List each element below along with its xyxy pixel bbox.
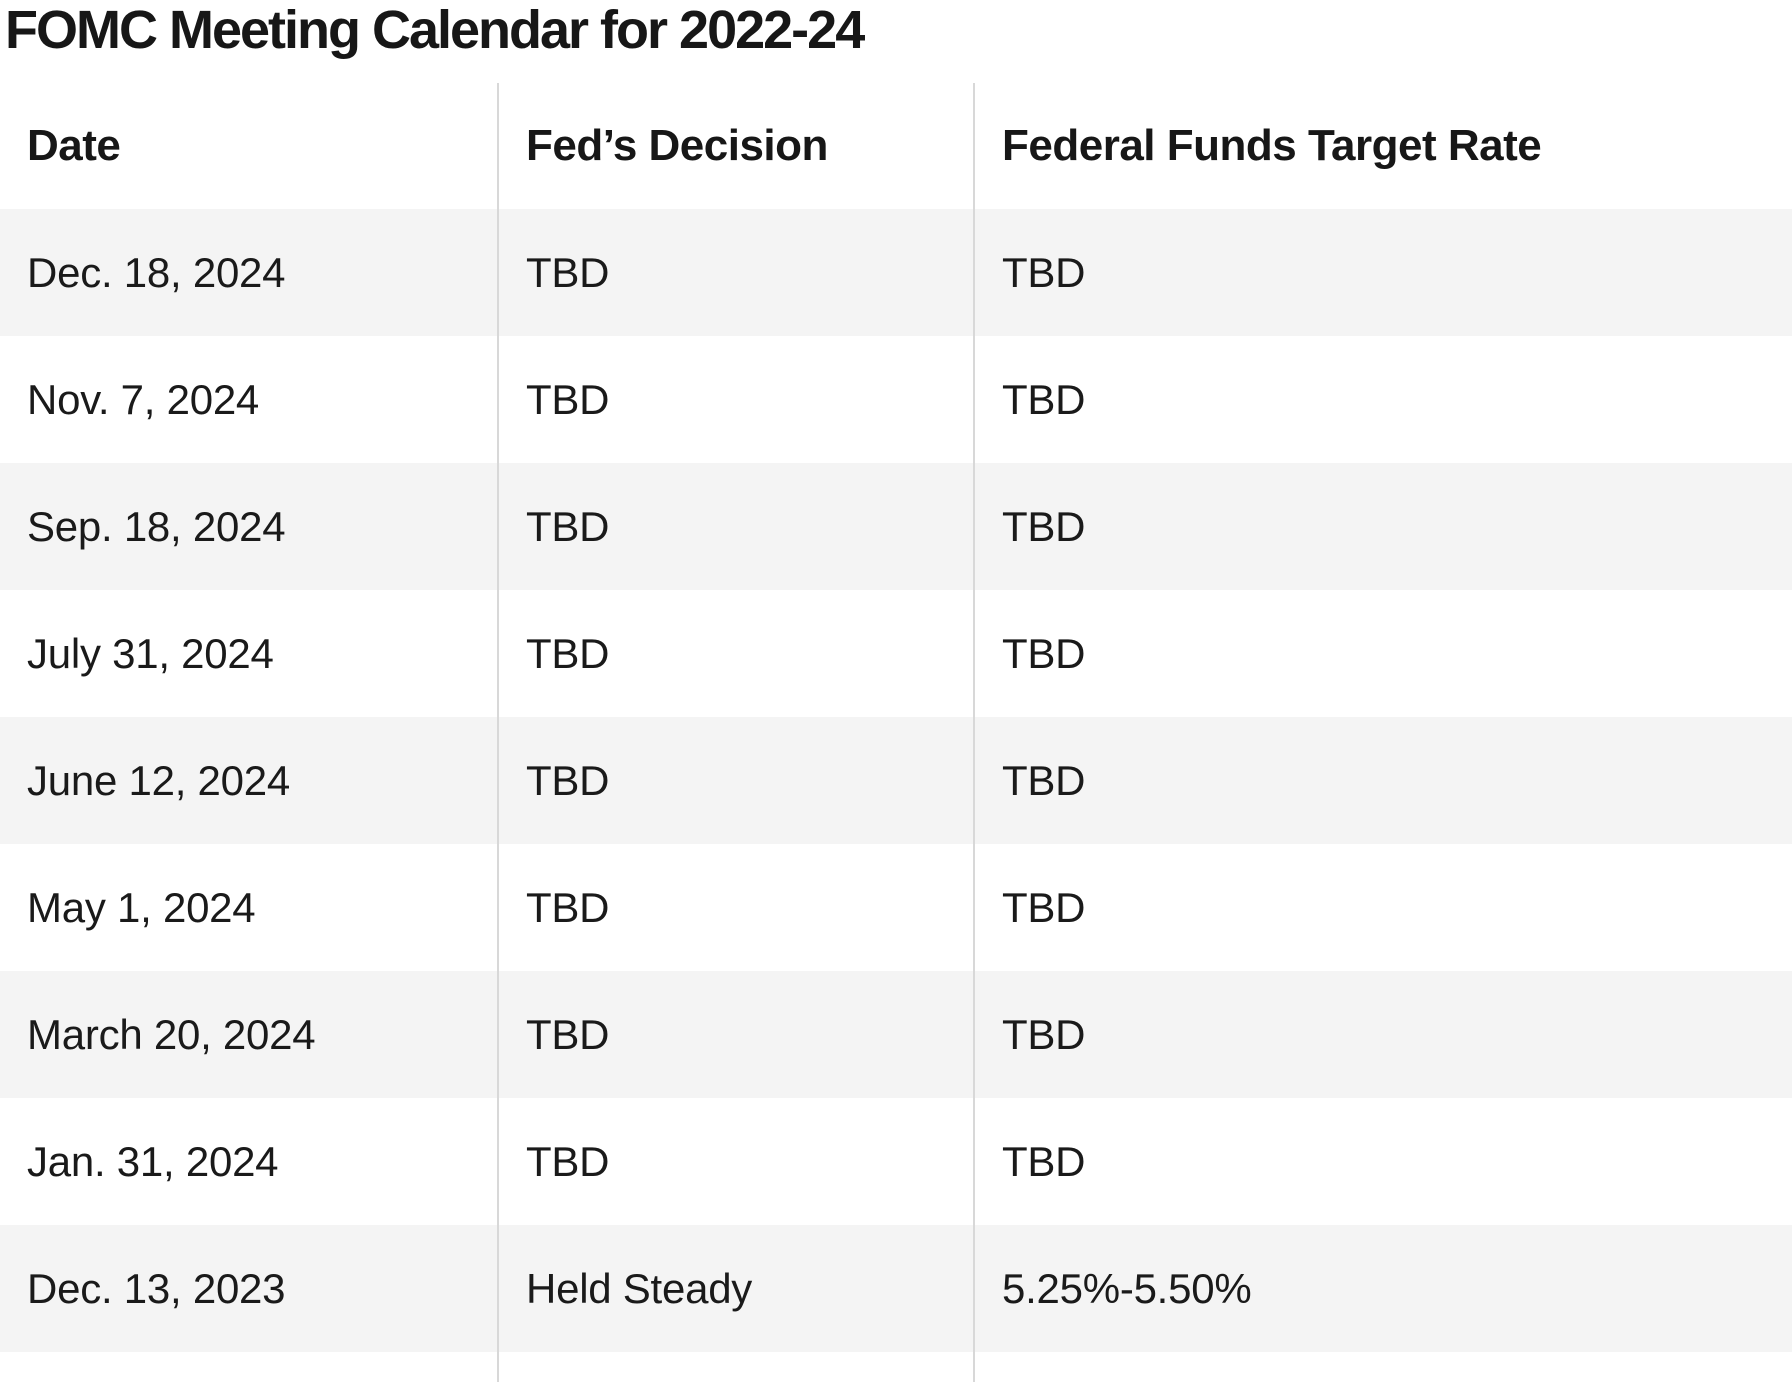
table-row: March 20, 2024 TBD TBD: [0, 971, 1792, 1098]
column-header-target-rate: Federal Funds Target Rate: [973, 83, 1792, 209]
rate-cell: TBD: [973, 1098, 1792, 1225]
header-row: Date Fed’s Decision Federal Funds Target…: [0, 83, 1792, 209]
rate-cell: TBD: [973, 463, 1792, 590]
date-cell: June 12, 2024: [0, 717, 498, 844]
decision-cell: TBD: [497, 971, 974, 1098]
rate-cell: TBD: [973, 590, 1792, 717]
table-header: Date Fed’s Decision Federal Funds Target…: [0, 83, 1792, 209]
date-cell: March 20, 2024: [0, 971, 498, 1098]
date-cell: Jan. 31, 2024: [0, 1098, 498, 1225]
decision-cell: TBD: [497, 1098, 974, 1225]
rate-cell: 5.25%-5.50%: [973, 1225, 1792, 1352]
table-body: Dec. 18, 2024 TBD TBD Nov. 7, 2024 TBD T…: [0, 209, 1792, 1382]
rate-cell: TBD: [973, 971, 1792, 1098]
table-row: May 1, 2024 TBD TBD: [0, 844, 1792, 971]
date-cell: Nov. 7, 2024: [0, 336, 498, 463]
title-bar: FOMC Meeting Calendar for 2022-24: [0, 0, 1792, 83]
decision-cell: TBD: [497, 844, 974, 971]
date-cell: Sep. 18, 2024: [0, 463, 498, 590]
decision-cell: Held Steady: [497, 1225, 974, 1352]
page-title: FOMC Meeting Calendar for 2022-24: [5, 0, 865, 60]
table-row: Dec. 13, 2023 Held Steady 5.25%-5.50%: [0, 1225, 1792, 1352]
rate-cell: TBD: [973, 844, 1792, 971]
table-row-partial: [0, 1352, 1792, 1382]
date-cell: Dec. 13, 2023: [0, 1225, 498, 1352]
date-cell: July 31, 2024: [0, 590, 498, 717]
decision-cell: TBD: [497, 463, 974, 590]
column-header-date: Date: [0, 83, 498, 209]
table-row: June 12, 2024 TBD TBD: [0, 717, 1792, 844]
rate-cell: TBD: [973, 209, 1792, 336]
table-row: Jan. 31, 2024 TBD TBD: [0, 1098, 1792, 1225]
decision-cell: TBD: [497, 336, 974, 463]
rate-cell: TBD: [973, 717, 1792, 844]
rate-cell: [973, 1352, 1792, 1382]
decision-cell: TBD: [497, 717, 974, 844]
decision-cell: [497, 1352, 974, 1382]
table-row: Sep. 18, 2024 TBD TBD: [0, 463, 1792, 590]
table-row: Dec. 18, 2024 TBD TBD: [0, 209, 1792, 336]
fomc-meeting-table: Date Fed’s Decision Federal Funds Target…: [0, 83, 1792, 1382]
date-cell: [0, 1352, 498, 1382]
decision-cell: TBD: [497, 209, 974, 336]
column-header-decision: Fed’s Decision: [497, 83, 974, 209]
decision-cell: TBD: [497, 590, 974, 717]
table-row: Nov. 7, 2024 TBD TBD: [0, 336, 1792, 463]
date-cell: May 1, 2024: [0, 844, 498, 971]
rate-cell: TBD: [973, 336, 1792, 463]
date-cell: Dec. 18, 2024: [0, 209, 498, 336]
table-row: July 31, 2024 TBD TBD: [0, 590, 1792, 717]
